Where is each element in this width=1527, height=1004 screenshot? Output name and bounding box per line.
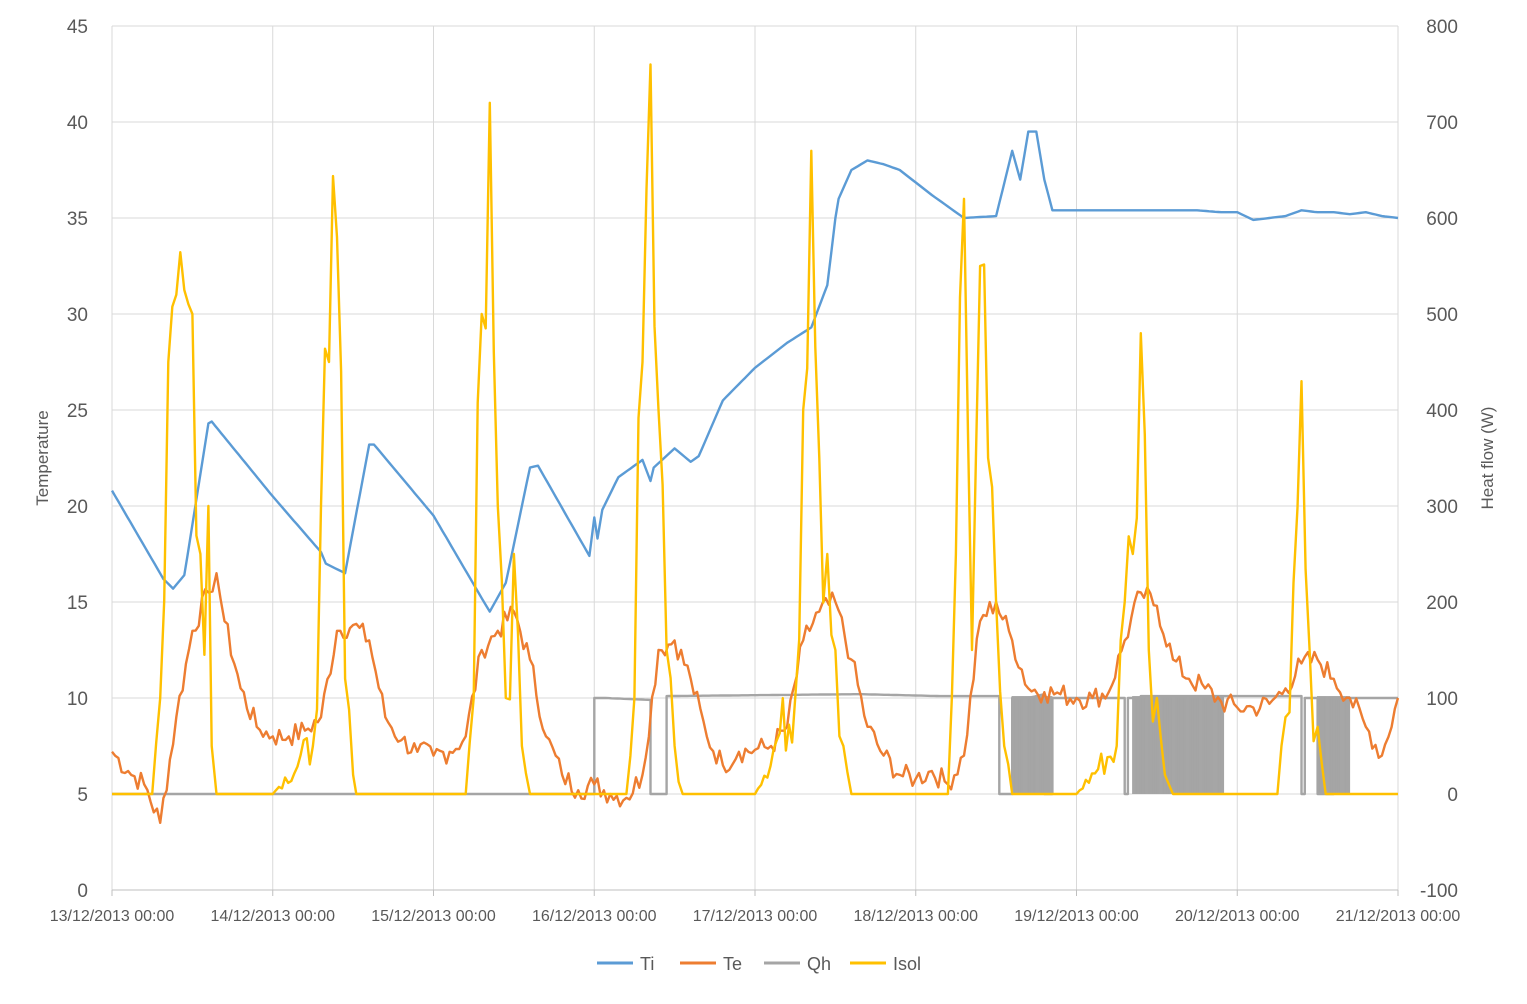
legend-label-isol: Isol bbox=[893, 954, 921, 974]
legend: Ti Te Qh Isol bbox=[597, 954, 921, 974]
grid bbox=[111, 25, 1399, 891]
y2-tick-label: 0 bbox=[1447, 785, 1458, 806]
y-tick-label: 25 bbox=[67, 401, 88, 422]
x-tick-label: 20/12/2013 00:00 bbox=[1175, 908, 1300, 925]
x-tick-label: 16/12/2013 00:00 bbox=[532, 908, 657, 925]
series-line-te bbox=[111, 572, 1400, 824]
y2-tick-label: 600 bbox=[1426, 209, 1458, 230]
x-tick-label: 19/12/2013 00:00 bbox=[1014, 908, 1139, 925]
legend-label-te: Te bbox=[723, 954, 742, 974]
y-tick-label: 5 bbox=[77, 785, 88, 806]
y-tick-label: 45 bbox=[67, 17, 88, 38]
y-tick-label: 30 bbox=[67, 305, 88, 326]
y2-tick-label: -100 bbox=[1420, 881, 1458, 902]
series-line-qh bbox=[112, 693, 1398, 796]
legend-label-qh: Qh bbox=[807, 954, 831, 974]
y-tick-label: 0 bbox=[77, 881, 88, 902]
x-tick-label: 14/12/2013 00:00 bbox=[210, 908, 335, 925]
y-tick-label: 20 bbox=[67, 497, 88, 518]
series-line-ti bbox=[110, 130, 1399, 613]
y2-tick-label: 300 bbox=[1426, 497, 1458, 518]
y2-tick-label: 500 bbox=[1426, 305, 1458, 326]
x-tick-label: 18/12/2013 00:00 bbox=[853, 908, 978, 925]
y-tick-label: 40 bbox=[67, 113, 88, 134]
series-line-isol bbox=[112, 63, 1398, 796]
x-tick-label: 13/12/2013 00:00 bbox=[50, 908, 175, 925]
x-tick-label: 21/12/2013 00:00 bbox=[1336, 908, 1461, 925]
y-tick-label: 35 bbox=[67, 209, 88, 230]
axes-layer: 0 5 10 15 20 25 30 35 40 45 -100 0 100 200 300 400 500 60… bbox=[50, 17, 1461, 925]
y2-tick-label: 700 bbox=[1426, 113, 1458, 134]
y2-tick-label: 200 bbox=[1426, 593, 1458, 614]
x-tick-label: 17/12/2013 00:00 bbox=[693, 908, 818, 925]
y-tick-label: 15 bbox=[67, 593, 88, 614]
x-tick-label: 15/12/2013 00:00 bbox=[371, 908, 496, 925]
y2-tick-label: 800 bbox=[1426, 17, 1458, 38]
y-axis-title: Temperature bbox=[33, 410, 52, 505]
y2-tick-label: 400 bbox=[1426, 401, 1458, 422]
legend-label-ti: Ti bbox=[640, 954, 654, 974]
y2-axis-title: Heat flow (W) bbox=[1478, 407, 1497, 510]
y-tick-label: 10 bbox=[67, 689, 88, 710]
series-layer bbox=[110, 63, 1400, 824]
y2-tick-label: 100 bbox=[1426, 689, 1458, 710]
